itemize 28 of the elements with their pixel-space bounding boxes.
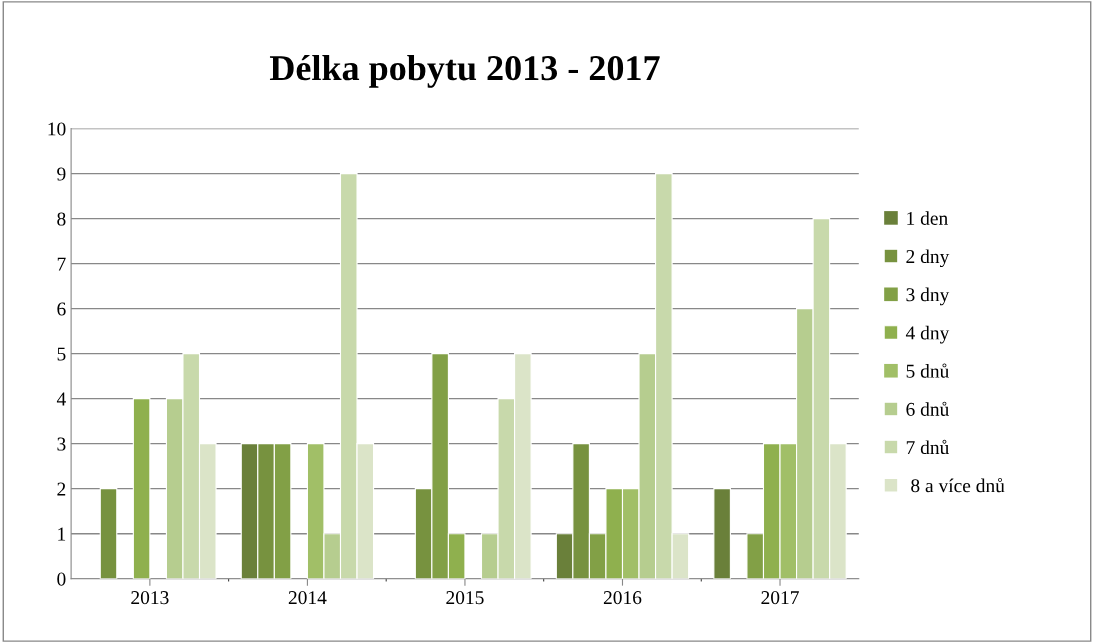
y-tick-label: 4 xyxy=(56,392,66,406)
x-tick-label: 2016 xyxy=(603,591,642,605)
y-tick-label: 0 xyxy=(57,572,66,586)
legend-label: 2 dny xyxy=(906,249,950,268)
legend-label: 5 dnů xyxy=(906,363,949,378)
y-tick-label: 8 xyxy=(57,212,66,226)
legend-label: 4 dny xyxy=(905,325,950,344)
legend-label: 1 den xyxy=(907,211,948,225)
legend-label: 3 dny xyxy=(906,287,950,306)
x-tick-label: 2015 xyxy=(446,591,484,605)
y-tick-label: 10 xyxy=(48,122,66,136)
x-tick-label: 2014 xyxy=(288,591,327,605)
bar xyxy=(99,488,118,579)
y-tick-label: 3 xyxy=(57,437,66,451)
y-tick-label: 1 xyxy=(58,527,66,541)
y-tick-label: 7 xyxy=(57,257,66,271)
bar xyxy=(713,488,731,579)
y-tick-label: 9 xyxy=(57,167,66,181)
legend-label: 8 a více dnů xyxy=(911,477,1005,493)
legend-label: 6 dnů xyxy=(906,401,949,416)
chart-title: Délka pobytu 2013 - 2017 xyxy=(269,54,660,88)
y-tick-label: 2 xyxy=(57,482,66,496)
x-tick-label: 2013 xyxy=(131,591,169,605)
x-tick-label: 2017 xyxy=(761,591,799,605)
bar xyxy=(132,398,151,579)
y-tick-label: 6 xyxy=(57,302,66,316)
y-tick-label: 5 xyxy=(57,347,66,361)
legend-label: 7 dnů xyxy=(906,439,949,455)
